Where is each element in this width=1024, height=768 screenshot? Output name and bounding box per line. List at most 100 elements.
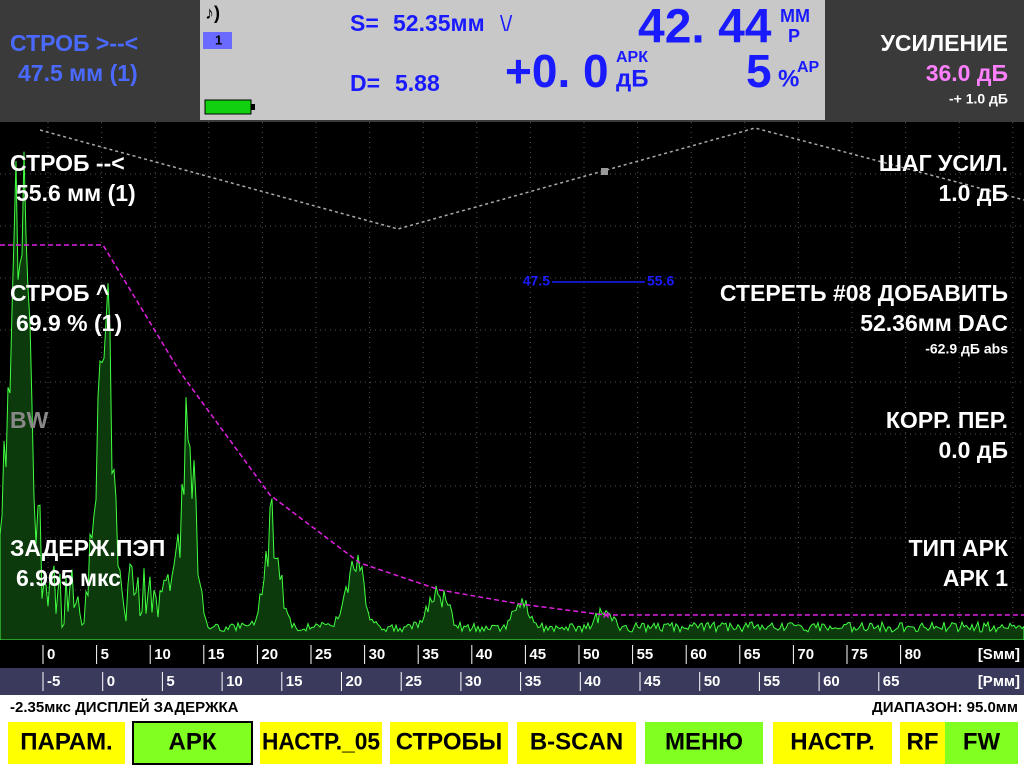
menu-button-label[interactable]: МЕНЮ [665,728,743,755]
dac-point: × [602,608,609,622]
scale-s-label: 55 [637,646,654,663]
menu-button[interactable] [132,721,253,765]
scale-s-label: 5 [101,646,109,663]
menu-button-label[interactable]: FW [963,728,1001,755]
dac-value: +0. 0 [505,45,609,97]
s-value: 52.35мм [393,10,485,36]
main-sub: Р [788,26,800,46]
gate-point [601,168,608,175]
scale-s-label: 80 [905,646,922,663]
right-menu-item: ШАГ УСИЛ. [879,150,1008,176]
scale-s-label: 60 [690,646,707,663]
right-menu-item: ТИП АРК [909,535,1009,561]
scale-s-label: 20 [261,646,278,663]
scale-r-label: 65 [883,673,900,690]
battery-tip [251,104,255,110]
channel: 1 [215,32,222,47]
right-menu-item: 52.36мм DAC [860,310,1008,336]
gain-value: 36.0 дБ [926,60,1008,86]
percent-value: 5 [746,45,772,97]
readout-panel [200,0,825,120]
right-menu-item: СТЕРЕТЬ #08 ДОБАВИТЬ [720,280,1008,306]
left-menu-item: 55.6 мм (1) [16,180,136,206]
scale-s-label: 35 [422,646,439,663]
gain-step: -+ 1.0 дБ [949,91,1008,107]
menu-button-label[interactable]: НАСТР. [790,728,875,755]
gate-end: 55.6 [647,273,674,289]
menu-button-label[interactable]: СТРОБЫ [396,728,503,755]
waveform-signal [0,151,1024,641]
scale-r-label: 15 [286,673,303,690]
menu-button-label[interactable]: ПАРАМ. [20,728,112,755]
left-menu-item: СТРОБ --< [10,150,125,176]
scale-r-label: 25 [405,673,422,690]
right-menu-item: 1.0 дБ [939,180,1009,206]
menu-button[interactable] [773,722,892,764]
gate-start: 47.5 [523,273,550,289]
scale-s-label: 0 [47,646,55,663]
battery [204,99,252,115]
menu-button[interactable] [517,722,636,764]
left-menu-item: СТРОБ ^ [10,280,109,306]
scale-s-label: 45 [529,646,546,663]
scales: 0 5 10 15 20 25 30 35 40 45 50 55 60 65 70 75 80 [Sмм]-5 0… [42,645,1020,691]
left-menu-item: 69.9 % (1) [16,310,122,336]
left-menu-item: ЗАДЕРЖ.ПЭП [10,535,165,561]
menu-button[interactable] [945,722,1018,764]
scale-r-label: 45 [644,673,661,690]
menu-button[interactable] [390,722,508,764]
status-right: ДИАПАЗОН: 95.0мм [872,699,1018,716]
menu-button[interactable] [645,722,763,764]
scale-r-label: 40 [584,673,601,690]
menu-button-label[interactable]: RF [907,728,939,755]
scale-r-label: 60 [823,673,840,690]
menu-button[interactable] [8,722,125,764]
buttons: ПАРАМ. АРК НАСТР._05 СТРОБЫ B-SCAN МЕНЮ НАСТР.… [8,721,1018,765]
scale-s-unit: [Sмм] [978,646,1020,663]
scale-r-bar [0,668,1024,695]
scale-s-label: 25 [315,646,332,663]
s-label: S= [350,10,379,36]
status-left: -2.35мкс ДИСПЛЕЙ ЗАДЕРЖКА [10,698,239,716]
waveform [0,151,1024,641]
scale-r-label: 50 [704,673,721,690]
scale-s-label: 10 [154,646,171,663]
scale-s-label: 30 [369,646,386,663]
status-bar [0,695,1024,720]
dac-curve [0,244,1024,616]
left-menu-item: BW [10,407,49,433]
menu-button-label[interactable]: НАСТР._05 [262,728,380,755]
a-scan-area [0,122,1024,640]
menu-button-label[interactable]: АРК [169,728,217,755]
dac-unit: дБ [616,65,648,92]
scale-r-label: 5 [166,673,174,690]
left-menu-item: 6.965 мкс [16,565,121,591]
right-menu-item: АРК 1 [943,565,1008,591]
scale-s-label: 70 [797,646,814,663]
menu-button-label[interactable]: B-SCAN [530,728,623,755]
menu-button[interactable] [260,722,382,764]
scale-r-label: 35 [525,673,542,690]
s-mark: \/ [500,11,513,36]
right-menu-item: 0.0 дБ [939,437,1009,463]
scale-s-label: 15 [208,646,225,663]
scale-s-label: 40 [476,646,493,663]
menu-button[interactable] [900,722,945,764]
scale-s-label: 65 [744,646,761,663]
right-menu-item: -62.9 дБ abs [925,341,1008,357]
sound-icon: ♪) [205,3,220,23]
d-value: 5.88 [395,70,440,96]
scale-s-label: 75 [851,646,868,663]
scale-r-label: -5 [47,673,60,690]
scale-r-unit: [Рмм] [978,673,1020,690]
scale-r-label: 30 [465,673,482,690]
scale-r-label: 10 [226,673,243,690]
dac-unit-top: АРК [616,49,648,66]
gate-a-title: СТРОБ >--< [10,30,138,56]
gate-a-value: 47.5 мм (1) [18,60,138,86]
menus: СТРОБ --< 55.6 мм (1) СТРОБ ^ 69.9 % (1) BW З… [10,150,1009,591]
scale-r-label: 0 [107,673,115,690]
d-label: D= [350,70,380,96]
scale-r-label: 55 [763,673,780,690]
